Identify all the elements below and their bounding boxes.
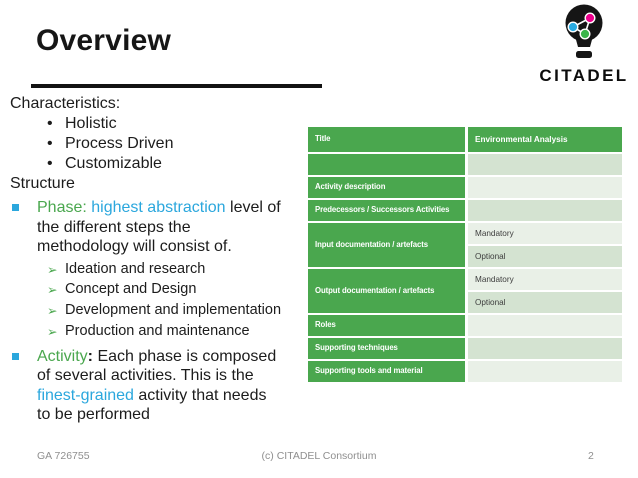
bullet-dot-icon: • — [47, 135, 53, 152]
bullet-dot-icon: • — [47, 155, 53, 172]
arrow-bullet-icon: ➢ — [47, 262, 58, 277]
arrow-bullet-icon: ➢ — [47, 324, 58, 339]
activity-label: Activity — [37, 347, 88, 365]
table-label-cell: Predecessors / Successors Activities — [308, 200, 465, 221]
table-row: Optional — [308, 246, 622, 267]
table-value-cell — [468, 177, 622, 198]
table-value-cell: Mandatory — [468, 269, 622, 290]
list-item: ➢ Concept and Design — [10, 280, 310, 301]
table-label-cell: Supporting tools and material — [308, 361, 465, 382]
brand-wordmark: CITADEL — [539, 66, 629, 85]
table-row: Title Environmental Analysis — [308, 127, 622, 152]
phase-highlight: highest abstraction — [86, 199, 226, 216]
bullet-square-icon — [10, 198, 37, 257]
list-item-label: Holistic — [65, 115, 117, 132]
table-row: Activity description — [308, 177, 622, 198]
phase-text: Phase: highest abstraction level of the … — [37, 198, 310, 257]
table-label-cell: Supporting techniques — [308, 338, 465, 359]
list-item: ➢ Ideation and research — [10, 260, 310, 281]
list-item: ➢ Development and implementation — [10, 301, 310, 322]
list-item-label: Development and implementation — [65, 302, 282, 319]
phase-rest: level of the different steps the methodo… — [37, 199, 281, 255]
bullet-square-icon — [10, 347, 37, 425]
footer-grant-number: GA 726755 — [37, 450, 90, 462]
bullet-dot-icon: • — [47, 115, 53, 132]
list-item: • Process Driven — [10, 134, 310, 154]
footer-copyright: (c) CITADEL Consortium — [261, 450, 377, 462]
table-label-cell: Input documentation / artefacts — [308, 223, 465, 267]
table-row: Supporting techniques — [308, 338, 622, 359]
page-title: Overview — [36, 24, 172, 57]
list-item-label: Customizable — [65, 155, 162, 172]
table-label-cell — [308, 154, 465, 175]
table-label-cell: Activity description — [308, 177, 465, 198]
activity-text-2: activity that needs to be performed — [37, 386, 267, 424]
table-row: Roles — [308, 315, 622, 336]
activity-item: Activity: Each phase is composed of seve… — [10, 347, 310, 425]
body-text: Characteristics: • Holistic • Process Dr… — [10, 94, 310, 425]
lightbulb-icon — [565, 4, 603, 58]
table-row — [308, 154, 622, 175]
list-item-label: Production and maintenance — [65, 322, 250, 339]
activity-text: Activity: Each phase is composed of seve… — [37, 347, 310, 425]
characteristics-heading: Characteristics: — [10, 95, 121, 112]
table-label-cell: Output documentation / artefacts — [308, 269, 465, 313]
table-row: Input documentation / artefacts Mandator… — [308, 223, 622, 267]
phase-steps-list: ➢ Ideation and research ➢ Concept and De… — [10, 260, 310, 343]
arrow-bullet-icon: ➢ — [47, 304, 58, 319]
list-item-label: Concept and Design — [65, 281, 197, 298]
table-value-cell: Mandatory — [468, 223, 622, 244]
list-item-label: Process Driven — [65, 135, 174, 152]
footer-page-number: 2 — [588, 450, 594, 462]
title-underline — [31, 84, 322, 88]
table-label-cell: Roles — [308, 315, 465, 336]
table-row: Supporting tools and material — [308, 361, 622, 382]
citadel-logo: CITADEL — [534, 4, 634, 86]
table-row: Predecessors / Successors Activities — [308, 200, 622, 221]
phase-item: Phase: highest abstraction level of the … — [10, 198, 310, 257]
table-value-cell — [468, 338, 622, 359]
list-item: • Holistic — [10, 114, 310, 134]
table-value-cell: Optional — [468, 246, 622, 267]
table-label-cell: Title — [308, 127, 465, 152]
table-value-cell — [468, 154, 622, 175]
activity-template-table: Title Environmental Analysis Activity de… — [305, 125, 625, 384]
table-value-cell — [468, 200, 622, 221]
table-value-cell — [468, 315, 622, 336]
list-item: • Customizable — [10, 154, 310, 174]
activity-text-1: Each phase is composed of several activi… — [37, 347, 277, 385]
phase-label: Phase: — [37, 199, 87, 216]
table-value-cell — [468, 361, 622, 382]
list-item: ➢ Production and maintenance — [10, 322, 310, 343]
list-item-label: Ideation and research — [65, 260, 206, 277]
table-row: Output documentation / artefacts Mandato… — [308, 269, 622, 313]
table-value-cell: Environmental Analysis — [468, 127, 622, 152]
table-value-cell: Optional — [468, 292, 622, 313]
table-row: Optional — [308, 292, 622, 313]
activity-colon: : — [87, 347, 93, 365]
arrow-bullet-icon: ➢ — [47, 283, 58, 298]
activity-highlight: finest-grained — [37, 386, 134, 404]
structure-heading: Structure — [10, 175, 75, 192]
